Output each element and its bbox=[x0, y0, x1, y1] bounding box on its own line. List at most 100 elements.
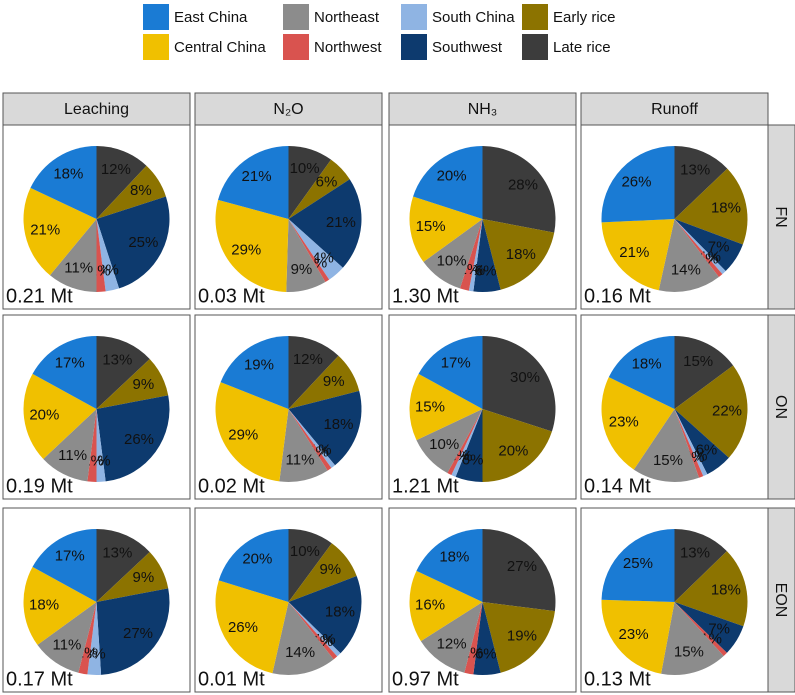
pie-slice bbox=[96, 146, 147, 219]
slice-label: 11% bbox=[286, 451, 315, 468]
slice-label: 21% bbox=[242, 168, 272, 185]
slice-label: 12% bbox=[437, 635, 467, 652]
pie-slice bbox=[96, 196, 170, 289]
slice-label: 25% bbox=[128, 234, 158, 251]
slice-label: 7% bbox=[708, 239, 730, 256]
row-header: FN bbox=[772, 206, 789, 227]
slice-label: 29% bbox=[231, 241, 261, 258]
pie-slice bbox=[468, 219, 483, 292]
slice-label: 19% bbox=[507, 628, 537, 645]
column-strip bbox=[388, 92, 577, 126]
slice-label: 13% bbox=[680, 545, 710, 562]
pie-slice bbox=[459, 219, 483, 291]
column-header: N₂O bbox=[273, 101, 303, 118]
slice-label: 9% bbox=[132, 569, 154, 586]
slice-label: 23% bbox=[619, 626, 649, 643]
slice-label: 19% bbox=[244, 356, 274, 373]
pie-slice bbox=[220, 336, 289, 409]
pie-slice bbox=[409, 196, 483, 262]
pie-slice bbox=[601, 377, 675, 470]
pie-slice bbox=[482, 146, 556, 233]
pie-slice bbox=[96, 588, 170, 675]
slice-label: 21% bbox=[326, 214, 356, 231]
pie-slice bbox=[674, 168, 748, 245]
slice-label: 15% bbox=[653, 452, 683, 469]
slice-label: 20% bbox=[29, 407, 59, 424]
legend-label: Northwest bbox=[314, 39, 382, 56]
total-label: 0.17 Mt bbox=[6, 668, 73, 690]
slice-label: 9% bbox=[319, 561, 341, 578]
pie-slice bbox=[674, 336, 734, 409]
pie-slice bbox=[674, 529, 727, 602]
pie-slice bbox=[32, 529, 97, 602]
pie-slice bbox=[601, 219, 675, 291]
pie-slice bbox=[288, 219, 330, 283]
pie-slice bbox=[215, 382, 289, 482]
pie-slice bbox=[674, 409, 704, 478]
pie-slice bbox=[661, 602, 724, 676]
slice-label: 18% bbox=[325, 604, 355, 621]
legend-label: Early rice bbox=[553, 9, 616, 26]
total-label: 0.19 Mt bbox=[6, 475, 73, 497]
pie-slice bbox=[272, 602, 334, 675]
pie-slice bbox=[288, 336, 339, 409]
pie-slice bbox=[96, 552, 169, 602]
total-label: 0.14 Mt bbox=[584, 475, 651, 497]
slice-label: 10% bbox=[290, 160, 320, 177]
legend-swatch bbox=[522, 4, 548, 30]
pie-slice bbox=[416, 529, 483, 602]
pie-slice bbox=[279, 409, 328, 482]
legend-swatch bbox=[283, 34, 309, 60]
pie-slice bbox=[288, 355, 360, 409]
pie-slice bbox=[409, 373, 483, 441]
slice-label: 6% bbox=[696, 442, 718, 459]
slice-label: 10% bbox=[290, 543, 320, 560]
pie-slice bbox=[674, 409, 729, 475]
slice-label: 16% bbox=[415, 596, 445, 613]
pie-slice bbox=[23, 373, 97, 459]
total-label: 0.97 Mt bbox=[392, 668, 459, 690]
legend-label: Central China bbox=[174, 39, 266, 56]
slice-label: 15% bbox=[415, 398, 445, 415]
pie-slice bbox=[674, 219, 726, 275]
pie-slice bbox=[674, 146, 728, 219]
pie-slice bbox=[674, 602, 744, 653]
slice-label: 12% bbox=[101, 161, 131, 178]
pie-slice bbox=[288, 543, 357, 602]
column-strip bbox=[2, 92, 191, 126]
pie-slice bbox=[413, 146, 483, 219]
slice-label: 6% bbox=[316, 174, 338, 191]
pie-slice bbox=[96, 336, 150, 409]
slice-label: 6% bbox=[475, 262, 497, 279]
slice-label: 11% bbox=[64, 259, 93, 276]
pie-slice bbox=[32, 336, 97, 409]
legend-label: Northeast bbox=[314, 9, 380, 26]
slice-label: 18% bbox=[632, 355, 662, 372]
pie-slice bbox=[416, 409, 483, 473]
slice-label: 15% bbox=[683, 353, 713, 370]
pie-slice bbox=[447, 409, 483, 476]
slice-label: 26% bbox=[228, 619, 258, 636]
pie-slice bbox=[420, 602, 483, 673]
slice-label: 6% bbox=[462, 452, 484, 469]
legend-swatch bbox=[522, 34, 548, 60]
column-strip bbox=[194, 92, 383, 126]
column-header: NH₃ bbox=[468, 101, 498, 118]
pie-slice bbox=[473, 219, 501, 292]
slice-label: 13% bbox=[680, 162, 710, 179]
slice-label: 15% bbox=[416, 218, 446, 235]
total-label: 0.03 Mt bbox=[198, 285, 265, 307]
pie-slice bbox=[78, 602, 97, 675]
pie-slice bbox=[288, 575, 362, 654]
column-strip bbox=[580, 92, 769, 126]
legend-label: Southwest bbox=[432, 39, 503, 56]
column-header: Runoff bbox=[651, 101, 698, 118]
slice-label: 15% bbox=[674, 644, 704, 661]
pie-slice bbox=[96, 359, 169, 409]
slice-label: 17% bbox=[441, 355, 471, 372]
legend-swatch bbox=[401, 4, 427, 30]
pie-slice bbox=[674, 219, 743, 272]
legend-label: East China bbox=[174, 9, 248, 26]
row-header: EON bbox=[772, 583, 789, 618]
pie-slice bbox=[288, 390, 362, 466]
